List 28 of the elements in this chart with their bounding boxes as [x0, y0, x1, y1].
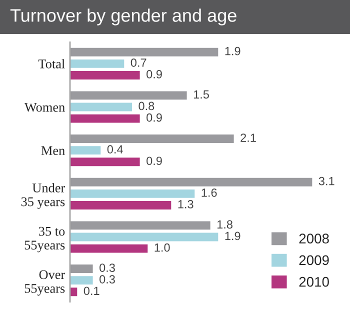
data-label: 0.4 [107, 145, 123, 154]
data-label: 2.1 [240, 134, 256, 142]
data-label: 3.1 [318, 176, 334, 186]
y-tick-label: Total [38, 59, 65, 68]
data-label: 1.6 [202, 188, 217, 197]
legend-label: 2010 [299, 276, 329, 287]
data-label: 0.8 [138, 102, 154, 110]
y-tick-label: Over 55years [24, 270, 66, 296]
data-label: 1.8 [217, 220, 232, 229]
data-label: 0.1 [84, 286, 100, 296]
chart-title: Turnover by gender and age [10, 8, 236, 26]
data-label: 1.5 [194, 90, 209, 99]
data-label: 0.3 [100, 264, 115, 272]
y-tick-label: Under 35 years [21, 183, 66, 209]
data-label: 0.7 [130, 58, 146, 67]
data-label: 0.3 [100, 275, 115, 284]
legend-label: 2008 [299, 234, 329, 244]
data-label: 1.9 [225, 46, 240, 56]
y-tick-label: 35 to 55years [24, 226, 65, 252]
y-tick-label: Men [41, 146, 65, 156]
data-label: 1.9 [225, 232, 240, 240]
legend-label: 2009 [299, 255, 329, 266]
data-label: 0.9 [146, 113, 162, 122]
data-label: 1.3 [178, 200, 194, 208]
data-label: 0.9 [146, 156, 162, 166]
y-tick-label: Women [24, 102, 65, 112]
data-label: 0.9 [146, 70, 162, 78]
data-label: 1.0 [154, 243, 170, 252]
